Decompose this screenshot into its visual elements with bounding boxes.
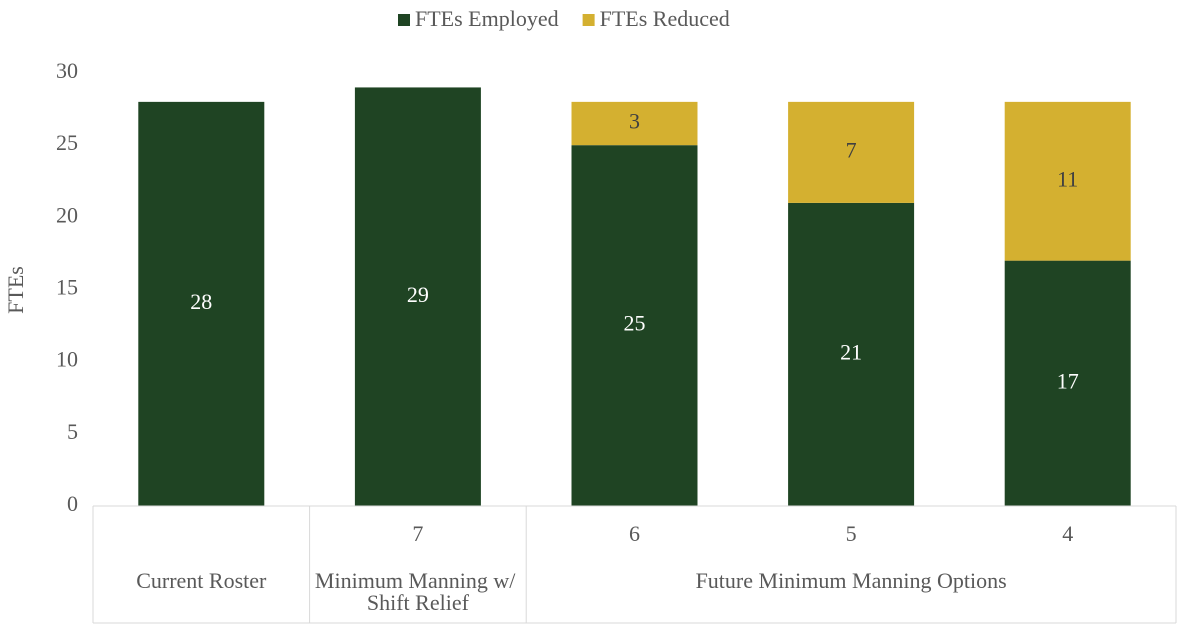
bar-segment (571, 145, 698, 506)
bar-segment (354, 87, 481, 506)
data-label: 11 (1057, 166, 1078, 191)
data-label: 17 (1057, 368, 1079, 393)
data-label: 21 (840, 339, 862, 364)
bar-segment (1004, 260, 1131, 506)
y-tick-label: 20 (56, 202, 78, 227)
y-tick-label: 0 (67, 491, 78, 516)
data-label: 7 (846, 137, 857, 162)
y-tick-label: 5 (67, 419, 78, 444)
data-label: 29 (407, 282, 429, 307)
data-label: 25 (624, 311, 646, 336)
x-tick-label: 4 (1062, 521, 1073, 546)
x-tick-label: 7 (412, 521, 423, 546)
data-label: 28 (190, 289, 212, 314)
y-tick-label: 30 (56, 58, 78, 83)
legend-swatch (582, 14, 595, 26)
y-tick-label: 10 (56, 347, 78, 372)
bar-segment (788, 202, 915, 506)
legend-label: FTEs Employed (415, 6, 559, 31)
data-label: 3 (629, 109, 640, 134)
x-tick-label: 6 (629, 521, 640, 546)
group-label: Minimum Manning w/ Shift Relief (315, 568, 521, 615)
group-label: Future Minimum Manning Options (696, 568, 1007, 593)
y-tick-label: 25 (56, 130, 78, 155)
group-label: Current Roster (136, 568, 267, 593)
y-axis-label: FTEs (3, 266, 28, 314)
bar-segment (571, 101, 698, 146)
legend-label: FTEs Reduced (600, 6, 730, 31)
legend-swatch (398, 14, 410, 26)
bar-segment (138, 101, 265, 506)
y-tick-label: 15 (56, 275, 78, 300)
bar-segment (788, 101, 915, 203)
x-tick-label: 5 (846, 521, 857, 546)
bar-segment (1004, 101, 1131, 261)
